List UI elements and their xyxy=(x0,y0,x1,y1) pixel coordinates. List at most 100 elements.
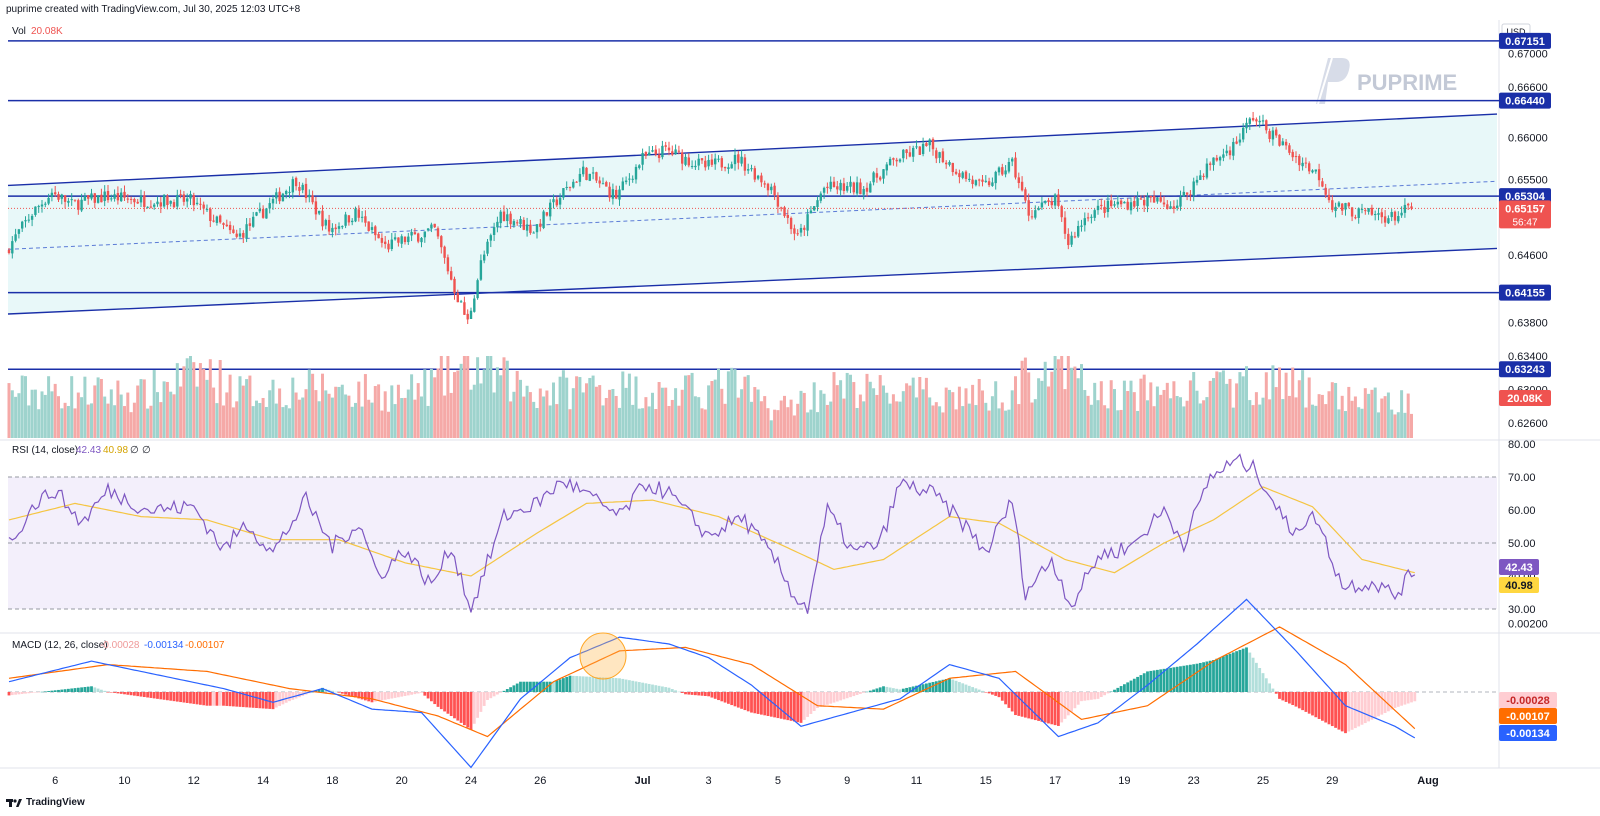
macd-histogram-bar xyxy=(103,690,107,692)
candle-body xyxy=(1152,196,1156,203)
candle-body xyxy=(265,208,268,219)
volume-bar xyxy=(693,396,697,438)
candle-body xyxy=(605,182,608,187)
candle-body xyxy=(1278,134,1281,146)
macd-histogram-bar xyxy=(258,692,262,709)
puprime-logo-icon xyxy=(1316,57,1350,105)
candle-body xyxy=(136,201,139,204)
volume-bar xyxy=(931,405,935,438)
volume-bar xyxy=(792,415,796,438)
candle-body xyxy=(1397,216,1400,222)
candle-body xyxy=(34,206,37,215)
volume-bar xyxy=(80,397,84,438)
volume-bar xyxy=(1165,382,1169,438)
macd-histogram-bar xyxy=(225,692,229,706)
macd-histogram-bar xyxy=(413,692,417,695)
volume-bar xyxy=(1050,371,1054,438)
macd-histogram-bar xyxy=(1007,692,1011,708)
macd-histogram-bar xyxy=(271,692,275,710)
macd-value-bg xyxy=(1499,725,1557,741)
volume-bar xyxy=(1357,407,1361,438)
macd-histogram-bar xyxy=(522,681,526,692)
candle-body xyxy=(984,180,987,182)
candle-body xyxy=(512,221,516,226)
macd-histogram-bar xyxy=(340,692,344,694)
volume-bar xyxy=(268,390,272,438)
candle-body xyxy=(318,210,321,214)
volume-bar xyxy=(175,363,179,438)
candle-body xyxy=(1218,157,1222,161)
volume-bar xyxy=(1129,380,1133,438)
volume-bar xyxy=(598,385,602,438)
volume-bar xyxy=(829,401,833,438)
macd-histogram-bar xyxy=(921,684,925,692)
macd-histogram-bar xyxy=(1307,692,1311,714)
macd-histogram-bar xyxy=(383,692,387,700)
candle-body xyxy=(552,199,555,203)
volume-bar xyxy=(66,406,70,438)
candle-body xyxy=(846,185,849,191)
macd-histogram-bar xyxy=(1129,680,1133,692)
macd-histogram-bar xyxy=(812,692,816,711)
candle-body xyxy=(1192,181,1195,196)
candle-body xyxy=(261,209,265,218)
macd-histogram-bar xyxy=(1109,691,1113,693)
macd-histogram-bar xyxy=(974,688,978,692)
candle-body xyxy=(469,310,473,320)
candle-body xyxy=(169,200,172,204)
macd-histogram-bar xyxy=(364,692,367,701)
candle-body xyxy=(463,302,466,315)
macd-histogram-bar xyxy=(809,692,813,714)
volume-bar xyxy=(1037,378,1041,438)
macd-histogram-bar xyxy=(1360,692,1364,725)
candle-body xyxy=(96,195,100,203)
volume-bar xyxy=(60,408,64,438)
candle-body xyxy=(849,181,852,187)
volume-bar xyxy=(492,392,496,438)
volume-bar xyxy=(759,401,763,438)
price-channel xyxy=(7,113,1498,315)
candle-body xyxy=(367,221,370,231)
volume-bar xyxy=(1334,383,1338,438)
volume-bar xyxy=(1119,409,1123,438)
candle-body xyxy=(908,152,912,157)
macd-histogram-bar xyxy=(370,692,374,703)
candle-body xyxy=(1156,197,1159,202)
macd-histogram-bar xyxy=(1380,692,1384,715)
volume-bar xyxy=(152,370,156,438)
candle-body xyxy=(1387,218,1390,224)
volume-bar xyxy=(924,377,928,438)
candle-body xyxy=(1067,233,1070,246)
volume-bar xyxy=(786,407,790,438)
volume-bar xyxy=(347,395,351,438)
candle-body xyxy=(1380,212,1383,218)
volume-bar xyxy=(878,375,882,438)
candle-body xyxy=(476,280,479,299)
macd-histogram-bar xyxy=(1119,686,1123,692)
tradingview-footer[interactable]: TradingView xyxy=(6,797,85,808)
candle-body xyxy=(126,198,129,200)
candle-body xyxy=(255,212,258,216)
volume-bar xyxy=(212,387,216,438)
candle-body xyxy=(337,226,341,229)
macd-histogram-bar xyxy=(918,684,922,692)
volume-bar xyxy=(1403,412,1407,438)
candle-body xyxy=(334,227,337,230)
volume-bar xyxy=(888,403,892,438)
candle-body xyxy=(921,143,925,155)
candle-body xyxy=(77,200,80,210)
volume-bar xyxy=(1096,400,1100,438)
candle-body xyxy=(555,199,558,206)
volume-bar xyxy=(1291,367,1295,438)
volume-bar xyxy=(697,397,701,438)
candle-body xyxy=(446,257,450,272)
candle-body xyxy=(585,167,588,181)
macd-histogram-bar xyxy=(1027,692,1031,719)
macd-histogram-bar xyxy=(865,691,869,693)
macd-histogram-bar xyxy=(1162,668,1166,692)
macd-histogram-bar xyxy=(954,680,958,692)
candle-body xyxy=(354,208,357,222)
candle-body xyxy=(222,223,225,225)
volume-bar xyxy=(730,367,734,438)
